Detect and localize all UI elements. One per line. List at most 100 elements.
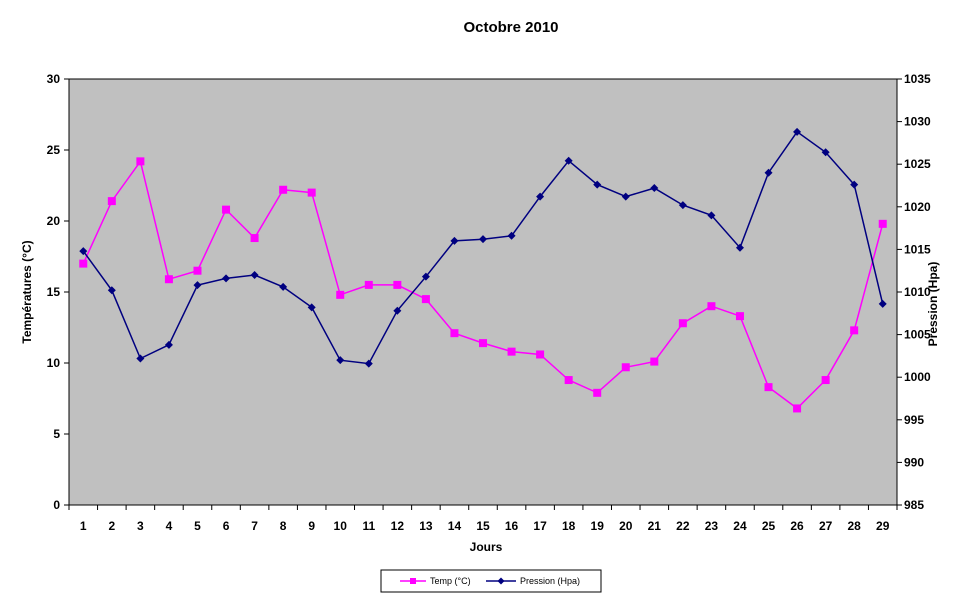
y-axis-label: Températures (°C) xyxy=(20,240,34,343)
data-point-temp xyxy=(107,197,116,206)
data-point-pression xyxy=(336,356,345,365)
y-tick-label: 15 xyxy=(47,285,61,299)
data-point-pression xyxy=(621,192,630,201)
y-tick-label: 0 xyxy=(53,498,60,512)
data-point-temp xyxy=(222,205,231,214)
data-point-pression xyxy=(479,235,487,244)
data-point-temp xyxy=(307,188,316,197)
legend-pression-marker xyxy=(497,577,505,585)
x-tick-label: 16 xyxy=(505,519,519,533)
x-tick-label: 1 xyxy=(80,519,87,533)
y2-tick-label: 1035 xyxy=(904,72,931,86)
data-point-temp xyxy=(564,376,573,385)
x-axis-label: Jours xyxy=(470,540,503,554)
legend: Temp (°C) Pression (Hpa) xyxy=(380,569,602,593)
data-point-pression xyxy=(764,168,773,177)
x-tick-label: 28 xyxy=(847,519,861,533)
x-tick-label: 2 xyxy=(108,519,115,533)
x-tick-label: 14 xyxy=(448,519,462,533)
data-point-temp xyxy=(707,302,716,311)
y2-axis-label: Pression (Hpa) xyxy=(926,262,940,347)
data-point-pression xyxy=(307,303,316,312)
y2-tick-label: 1015 xyxy=(904,242,931,256)
y2-tick-label: 995 xyxy=(904,413,924,427)
x-tick-label: 11 xyxy=(362,519,375,533)
data-point-pression xyxy=(107,286,116,295)
data-point-pression xyxy=(364,359,373,368)
data-point-temp xyxy=(593,388,602,397)
y2-tick-label: 1025 xyxy=(904,157,931,171)
data-point-temp xyxy=(764,383,773,392)
y2-tick-label: 1030 xyxy=(904,115,931,129)
x-tick-label: 5 xyxy=(194,519,201,533)
data-point-pression xyxy=(793,127,802,136)
data-point-temp xyxy=(279,185,288,194)
data-point-temp xyxy=(164,275,173,284)
data-point-temp xyxy=(507,347,516,356)
data-point-temp xyxy=(393,280,402,289)
data-point-pression xyxy=(821,148,830,157)
legend-pression-label: Pression (Hpa) xyxy=(520,576,580,586)
x-tick-label: 18 xyxy=(562,519,576,533)
data-point-pression xyxy=(222,274,231,283)
legend-temp-label: Temp (°C) xyxy=(430,576,471,586)
data-point-pression xyxy=(593,180,602,189)
data-point-temp xyxy=(793,404,802,413)
y-axis-right: 985 990 995 1000 1005 1010 1015 1020 1025 1030 103… xyxy=(897,72,931,512)
x-tick-label: 26 xyxy=(790,519,804,533)
x-tick-label: 21 xyxy=(648,519,662,533)
data-point-temp xyxy=(850,326,859,335)
x-tick-label: 6 xyxy=(223,519,230,533)
data-point-temp xyxy=(735,312,744,321)
data-point-temp xyxy=(136,157,145,166)
y-tick-label: 5 xyxy=(53,427,60,441)
data-point-temp xyxy=(678,319,687,328)
data-point-pression xyxy=(79,247,88,256)
y2-tick-label: 1010 xyxy=(904,285,931,299)
data-point-temp xyxy=(421,295,430,304)
data-point-pression xyxy=(193,281,202,290)
data-point-pression xyxy=(279,282,288,291)
series-layer xyxy=(79,127,887,413)
data-point-temp xyxy=(479,339,487,348)
x-tick-label: 29 xyxy=(876,519,890,533)
data-point-pression xyxy=(250,270,259,279)
x-tick-label: 24 xyxy=(733,519,747,533)
x-tick-label: 10 xyxy=(334,519,348,533)
data-point-pression xyxy=(650,184,659,193)
data-point-pression xyxy=(421,272,430,281)
x-tick-label: 19 xyxy=(591,519,605,533)
y2-tick-label: 1000 xyxy=(904,370,931,384)
data-point-temp xyxy=(193,266,202,275)
x-tick-label: 13 xyxy=(419,519,433,533)
data-point-temp xyxy=(821,376,830,385)
data-point-pression xyxy=(564,156,573,165)
x-tick-label: 3 xyxy=(137,519,144,533)
y2-tick-label: 1020 xyxy=(904,200,931,214)
data-point-pression xyxy=(878,299,887,308)
x-tick-label: 27 xyxy=(819,519,833,533)
data-point-pression xyxy=(450,236,459,245)
legend-temp-marker xyxy=(410,578,416,584)
data-point-temp xyxy=(79,259,88,268)
x-tick-label: 12 xyxy=(391,519,405,533)
data-point-temp xyxy=(878,219,887,228)
x-tick-label: 8 xyxy=(280,519,287,533)
x-tick-label: 23 xyxy=(705,519,719,533)
x-tick-label: 22 xyxy=(676,519,690,533)
x-tick-label: 20 xyxy=(619,519,633,533)
data-point-pression xyxy=(707,211,716,220)
plot-area xyxy=(68,78,898,506)
data-point-temp xyxy=(336,290,345,299)
x-tick-label: 17 xyxy=(533,519,547,533)
y-axis-left: 0 5 10 15 20 25 30 xyxy=(47,72,69,512)
data-point-pression xyxy=(735,243,744,252)
y2-tick-label: 985 xyxy=(904,498,924,512)
data-point-pression xyxy=(393,306,402,315)
data-point-temp xyxy=(450,329,459,338)
data-point-temp xyxy=(364,280,373,289)
data-point-temp xyxy=(650,357,659,366)
x-tick-label: 25 xyxy=(762,519,776,533)
x-tick-label: 15 xyxy=(476,519,490,533)
